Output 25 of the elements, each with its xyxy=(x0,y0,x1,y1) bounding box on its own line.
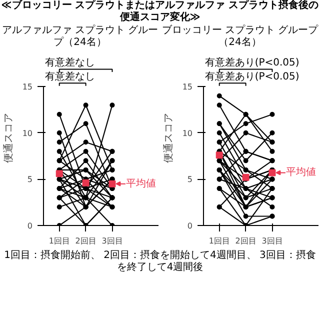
x-tick-label: 2回目 xyxy=(75,236,96,246)
y-tick-label: 5 xyxy=(187,175,193,184)
y-axis-title: 便通スコア xyxy=(2,113,14,163)
legend-label: 平均値 xyxy=(126,177,156,190)
chart-title: ブロッコリー スプラウト グループ（24名） xyxy=(160,25,320,48)
y-tick-label: 0 xyxy=(27,222,33,230)
x-tick-label: 1回目 xyxy=(48,236,70,246)
x-tick-label: 3回目 xyxy=(262,236,283,246)
y-tick-label: 10 xyxy=(182,128,193,138)
text: 有意差なし xyxy=(44,56,95,69)
y-tick-label: 15 xyxy=(182,82,193,92)
text: 有意差なし xyxy=(44,70,95,82)
x-tick-label: 1回目 xyxy=(208,236,230,246)
y-tick-label: 10 xyxy=(22,128,33,138)
y-tick-label: 0 xyxy=(187,222,193,230)
text: 有意差あり(P<0.05) xyxy=(204,56,300,69)
text: 有意差あり(P<0.05) xyxy=(204,70,300,82)
y-tick-label: 5 xyxy=(27,175,33,184)
text: 1回目：摂食開始前、 2回目：摂食を開始して4週間目、 3回目：摂食を終了して4週間後 xyxy=(3,250,317,273)
x-tick-label: 3回目 xyxy=(102,236,123,246)
y-tick-label: 15 xyxy=(22,82,33,92)
y-axis-title: 便通スコア xyxy=(162,113,174,163)
legend-label: 平均値 xyxy=(286,166,316,178)
chart-title: アルファルファ スプラウト グループ（24名） xyxy=(0,25,160,48)
x-tick-label: 2回目 xyxy=(235,236,256,246)
